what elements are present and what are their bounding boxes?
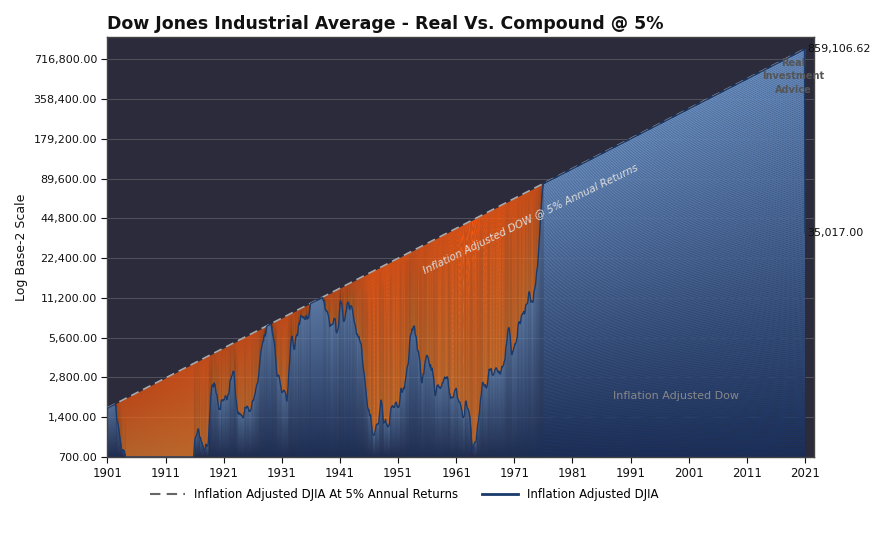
Legend: Inflation Adjusted DJIA At 5% Annual Returns, Inflation Adjusted DJIA: Inflation Adjusted DJIA At 5% Annual Ret… xyxy=(145,483,664,506)
Text: 859,106.62: 859,106.62 xyxy=(807,44,871,54)
Text: Real
Investment
Advice: Real Investment Advice xyxy=(762,58,824,95)
Inflation Adjusted DJIA At 5% Annual Returns xyxy=(392,255,403,261)
Inflation Adjusted DJIA At 5% Annual Returns xyxy=(102,405,113,411)
Inflation Adjusted DJIA xyxy=(563,168,574,174)
Line: Inflation Adjusted DJIA: Inflation Adjusted DJIA xyxy=(107,49,805,457)
Line: Inflation Adjusted DJIA At 5% Annual Returns: Inflation Adjusted DJIA At 5% Annual Ret… xyxy=(107,49,805,408)
Text: Inflation Adjusted Dow: Inflation Adjusted Dow xyxy=(613,391,739,401)
Inflation Adjusted DJIA xyxy=(678,108,688,115)
Inflation Adjusted DJIA At 5% Annual Returns xyxy=(738,78,749,84)
Inflation Adjusted DJIA At 5% Annual Returns xyxy=(376,264,386,270)
Inflation Adjusted DJIA xyxy=(102,405,113,411)
Inflation Adjusted DJIA xyxy=(120,454,131,461)
Inflation Adjusted DJIA At 5% Annual Returns xyxy=(678,108,688,115)
Inflation Adjusted DJIA xyxy=(800,229,811,236)
Inflation Adjusted DJIA xyxy=(799,46,810,53)
Text: Inflation Adjusted DOW @ 5% Annual Returns: Inflation Adjusted DOW @ 5% Annual Retur… xyxy=(422,163,640,276)
Y-axis label: Log Base-2 Scale: Log Base-2 Scale xyxy=(15,194,28,301)
Inflation Adjusted DJIA At 5% Annual Returns xyxy=(800,46,811,52)
Inflation Adjusted DJIA At 5% Annual Returns xyxy=(256,325,267,332)
Inflation Adjusted DJIA xyxy=(257,342,268,349)
Text: Dow Jones Industrial Average - Real Vs. Compound @ 5%: Dow Jones Industrial Average - Real Vs. … xyxy=(107,15,664,33)
Inflation Adjusted DJIA xyxy=(738,78,749,84)
Inflation Adjusted DJIA xyxy=(377,399,387,406)
Text: 35,017.00: 35,017.00 xyxy=(807,228,864,238)
Inflation Adjusted DJIA At 5% Annual Returns xyxy=(563,168,573,174)
Inflation Adjusted DJIA xyxy=(393,404,404,411)
